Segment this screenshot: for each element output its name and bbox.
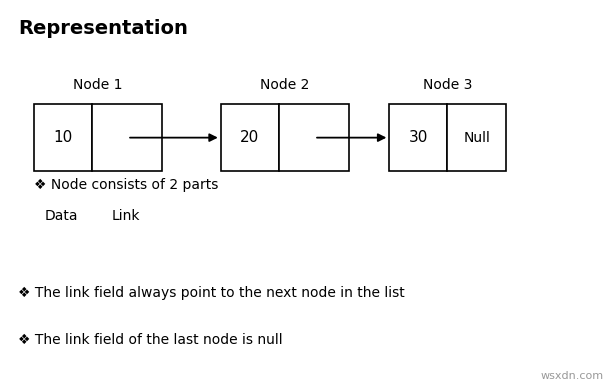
Text: ❖ The link field always point to the next node in the list: ❖ The link field always point to the nex… xyxy=(18,286,405,300)
Text: Node 3: Node 3 xyxy=(423,79,472,92)
Text: Node 2: Node 2 xyxy=(261,79,310,92)
Text: wsxdn.com: wsxdn.com xyxy=(541,371,604,381)
Text: Link: Link xyxy=(112,209,140,223)
Text: Representation: Representation xyxy=(18,19,188,38)
Bar xyxy=(34,104,92,171)
Text: 10: 10 xyxy=(53,130,72,145)
Text: Node 1: Node 1 xyxy=(74,79,123,92)
Text: Null: Null xyxy=(463,131,490,145)
Bar xyxy=(221,104,279,171)
Text: 30: 30 xyxy=(409,130,428,145)
Bar xyxy=(447,104,506,171)
Text: Data: Data xyxy=(45,209,78,223)
Bar xyxy=(92,104,162,171)
Bar xyxy=(279,104,349,171)
Text: 20: 20 xyxy=(240,130,259,145)
Text: ❖ Node consists of 2 parts: ❖ Node consists of 2 parts xyxy=(34,179,218,192)
Text: ❖ The link field of the last node is null: ❖ The link field of the last node is nul… xyxy=(18,333,283,346)
Bar xyxy=(389,104,447,171)
